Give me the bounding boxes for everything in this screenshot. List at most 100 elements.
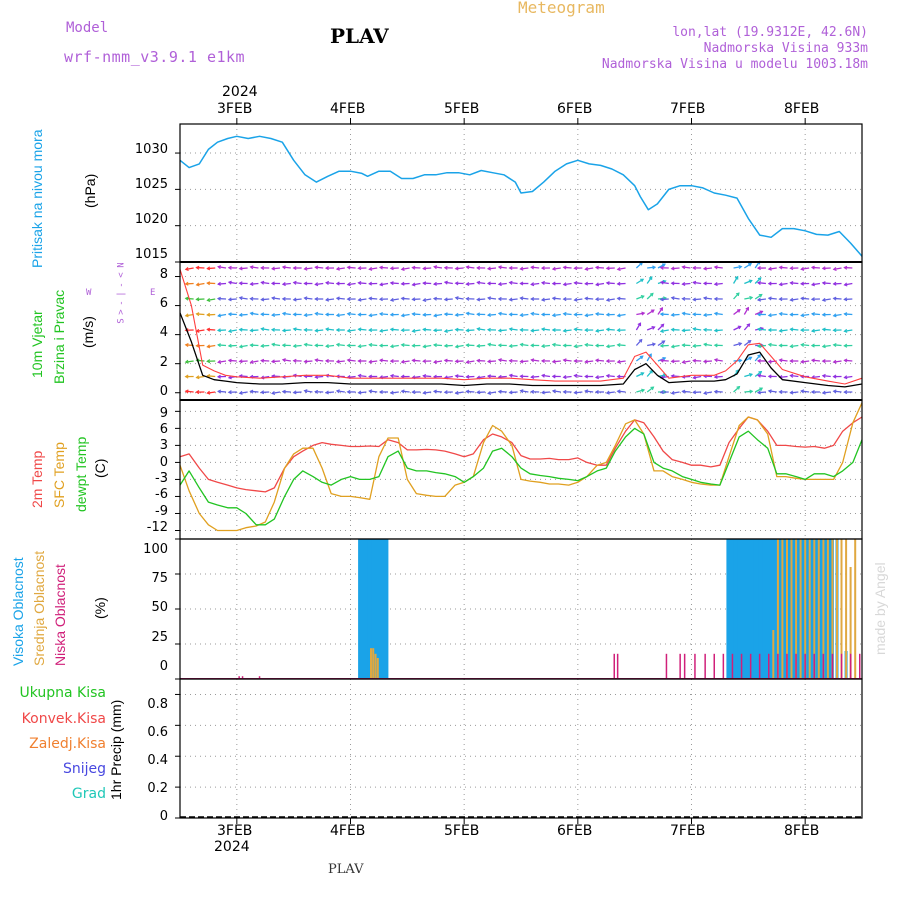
wind-arrow bbox=[595, 329, 605, 332]
panel-frames bbox=[179, 123, 863, 819]
wind-arrow bbox=[563, 282, 572, 286]
wind-arrow bbox=[552, 267, 561, 270]
wind-arrow bbox=[714, 266, 723, 269]
wind-arrowhead bbox=[832, 374, 837, 379]
wind-arrow bbox=[358, 298, 367, 301]
cloud-bar bbox=[826, 539, 829, 678]
ytick-label: 0 bbox=[159, 455, 168, 470]
cloud-bar bbox=[804, 653, 806, 678]
wind-arrowhead bbox=[238, 266, 243, 271]
ytick-label: 0.4 bbox=[147, 753, 168, 768]
wind-arrowhead bbox=[508, 280, 513, 285]
wind-arrow bbox=[833, 313, 842, 317]
wind-arrow bbox=[477, 375, 486, 379]
wind-arrow bbox=[682, 390, 691, 393]
wind-arrowhead bbox=[605, 266, 610, 271]
cloud-bar bbox=[813, 653, 815, 678]
wind-arrowhead bbox=[357, 359, 362, 363]
wind-arrowhead bbox=[422, 312, 427, 317]
wind-arrow bbox=[585, 344, 594, 347]
wind-arrowhead bbox=[713, 265, 718, 270]
wind-arrow bbox=[466, 312, 475, 316]
coords-label: lon,lat (19.9312E, 42.6N) bbox=[672, 25, 868, 40]
wind-arrowhead bbox=[551, 313, 556, 318]
wind-arrowhead bbox=[292, 312, 297, 317]
wind-arrowhead bbox=[486, 281, 491, 286]
wind-arrowhead bbox=[757, 277, 762, 281]
wind-arrow bbox=[304, 390, 313, 393]
wind-arrow bbox=[531, 312, 540, 316]
cloud-bar bbox=[817, 539, 820, 678]
wind-arrowhead bbox=[389, 281, 394, 286]
wind-arrowhead bbox=[465, 374, 470, 379]
footer-station: PLAV bbox=[328, 862, 364, 877]
dewpoint-line bbox=[179, 427, 863, 526]
wind-arrowhead bbox=[767, 374, 772, 379]
wind-arrowhead bbox=[303, 327, 308, 332]
cloud-bar bbox=[374, 653, 377, 678]
cloud-bar bbox=[728, 539, 732, 678]
wind-arrowhead bbox=[681, 281, 686, 286]
wind-arrow bbox=[347, 282, 356, 286]
wind-arrow bbox=[703, 343, 713, 347]
cloud-bar bbox=[258, 676, 261, 678]
cloud-bar bbox=[370, 648, 372, 678]
wind-arrowhead bbox=[249, 343, 254, 348]
wind-arrowhead bbox=[758, 370, 763, 375]
wind-arrowhead bbox=[530, 311, 535, 316]
wind-arrowhead bbox=[734, 275, 739, 280]
cloud-bar bbox=[799, 539, 802, 678]
wind-arrowhead bbox=[670, 327, 675, 332]
bottom-year-label: 2024 bbox=[214, 839, 250, 855]
cloud-bar bbox=[808, 539, 811, 678]
wind-arrow bbox=[754, 293, 763, 300]
wind-arrowhead bbox=[641, 388, 646, 393]
wind-arrowhead bbox=[562, 358, 567, 363]
wind-arrowhead bbox=[476, 327, 481, 332]
wind-arrowhead bbox=[249, 296, 254, 301]
cloud-bar bbox=[849, 653, 852, 678]
wind-arrow bbox=[682, 282, 691, 285]
wind-arrowhead bbox=[638, 338, 643, 343]
wind-arrow bbox=[509, 298, 518, 301]
wind-arrowhead bbox=[540, 327, 546, 332]
wind-arrow bbox=[250, 266, 259, 269]
wind-arrowhead bbox=[281, 265, 286, 270]
wind-arrow bbox=[239, 391, 248, 394]
wind-arrow bbox=[703, 313, 713, 316]
wind-arrow bbox=[412, 359, 421, 362]
wind-arrowhead bbox=[195, 265, 200, 270]
wind-arrowhead bbox=[292, 343, 297, 348]
wind-arrowhead bbox=[508, 312, 513, 317]
wind-arrowhead bbox=[346, 297, 351, 302]
wind-arrowhead bbox=[759, 387, 764, 392]
cloud-bar bbox=[749, 539, 753, 678]
wind-arrowhead bbox=[778, 389, 783, 394]
wind-arrowhead bbox=[443, 312, 448, 317]
wind-arrowhead bbox=[573, 281, 578, 286]
wind-arrow bbox=[754, 277, 762, 284]
wind-arrowhead bbox=[443, 358, 448, 363]
wind-arrow bbox=[304, 313, 313, 316]
wind-arrow bbox=[390, 298, 399, 301]
wind-arrow bbox=[714, 359, 723, 362]
wind-arrow bbox=[693, 375, 702, 379]
wind-arrowhead bbox=[465, 265, 470, 270]
cloud-bar bbox=[616, 653, 619, 678]
wind-arrowhead bbox=[411, 343, 416, 348]
wind-arrowhead bbox=[400, 296, 405, 301]
wind-arrow bbox=[380, 282, 389, 286]
wind-arrowhead bbox=[551, 389, 556, 394]
cloud-bar bbox=[836, 539, 838, 678]
wind-arrow bbox=[636, 295, 645, 300]
cloud-bar bbox=[771, 539, 775, 678]
wind-arrowhead bbox=[487, 390, 492, 396]
wind-arrow bbox=[466, 266, 475, 269]
wind-arrowhead bbox=[810, 265, 815, 270]
wind-arrow bbox=[498, 282, 507, 285]
wind-arrowhead bbox=[227, 297, 232, 302]
wind-arrowhead bbox=[368, 374, 373, 379]
wind-arrowhead bbox=[616, 281, 621, 286]
wind-arrowhead bbox=[497, 311, 502, 316]
